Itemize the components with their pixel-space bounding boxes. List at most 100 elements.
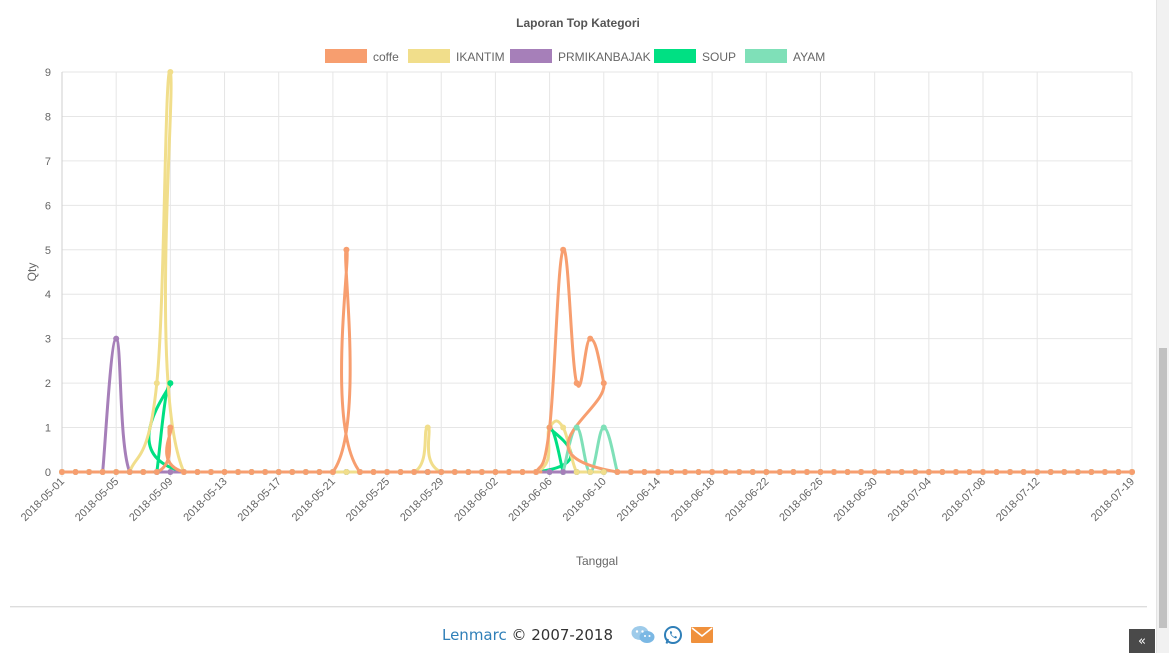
data-point[interactable]: [993, 469, 1000, 475]
data-point[interactable]: [72, 469, 79, 475]
data-point[interactable]: [533, 469, 540, 475]
data-point[interactable]: [952, 469, 959, 475]
data-point[interactable]: [912, 469, 919, 475]
data-point[interactable]: [343, 469, 350, 475]
data-point[interactable]: [356, 469, 363, 475]
data-point[interactable]: [275, 469, 282, 475]
data-point[interactable]: [316, 469, 323, 475]
data-point[interactable]: [763, 469, 770, 475]
data-point[interactable]: [113, 469, 120, 475]
legend-item[interactable]: IKANTIM: [408, 49, 505, 64]
legend-item[interactable]: coffe: [325, 49, 399, 64]
data-point[interactable]: [343, 246, 350, 253]
data-point[interactable]: [153, 380, 160, 387]
data-point[interactable]: [167, 380, 174, 387]
data-point[interactable]: [1047, 469, 1054, 475]
data-point[interactable]: [573, 469, 580, 475]
data-point[interactable]: [451, 469, 458, 475]
data-point[interactable]: [546, 424, 553, 431]
data-point[interactable]: [207, 469, 214, 475]
data-point[interactable]: [59, 469, 65, 475]
data-point[interactable]: [600, 469, 607, 475]
data-point[interactable]: [560, 246, 567, 253]
data-point[interactable]: [641, 469, 648, 475]
data-point[interactable]: [925, 469, 932, 475]
data-point[interactable]: [722, 469, 729, 475]
data-point[interactable]: [749, 469, 756, 475]
data-point[interactable]: [614, 469, 621, 475]
legend-item[interactable]: PRMIKANBAJAK: [510, 49, 651, 64]
data-point[interactable]: [438, 469, 445, 475]
data-point[interactable]: [831, 469, 838, 475]
data-point[interactable]: [600, 424, 607, 431]
data-point[interactable]: [1020, 469, 1027, 475]
data-point[interactable]: [370, 469, 377, 475]
data-point[interactable]: [180, 469, 187, 475]
data-point[interactable]: [966, 469, 973, 475]
data-point[interactable]: [167, 69, 174, 75]
data-point[interactable]: [560, 424, 567, 431]
data-point[interactable]: [939, 469, 946, 475]
data-point[interactable]: [235, 469, 242, 475]
data-point[interactable]: [302, 469, 309, 475]
data-point[interactable]: [221, 469, 228, 475]
data-point[interactable]: [817, 469, 824, 475]
data-point[interactable]: [478, 469, 485, 475]
data-point[interactable]: [153, 469, 160, 475]
data-point[interactable]: [627, 469, 634, 475]
data-point[interactable]: [1074, 469, 1081, 475]
data-point[interactable]: [790, 469, 797, 475]
data-point[interactable]: [519, 469, 526, 475]
scroll-top-button[interactable]: «: [1129, 629, 1155, 653]
data-point[interactable]: [1129, 469, 1135, 475]
data-point[interactable]: [871, 469, 878, 475]
data-point[interactable]: [505, 469, 512, 475]
data-point[interactable]: [885, 469, 892, 475]
data-point[interactable]: [573, 380, 580, 387]
data-point[interactable]: [980, 469, 987, 475]
data-point[interactable]: [99, 469, 106, 475]
data-point[interactable]: [248, 469, 255, 475]
data-point[interactable]: [654, 469, 661, 475]
whatsapp-icon[interactable]: [663, 625, 683, 645]
data-point[interactable]: [898, 469, 905, 475]
data-point[interactable]: [1088, 469, 1095, 475]
data-point[interactable]: [140, 469, 147, 475]
footer-brand[interactable]: Lenmarc: [441, 626, 507, 644]
data-point[interactable]: [573, 424, 580, 431]
data-point[interactable]: [736, 469, 743, 475]
data-point[interactable]: [776, 469, 783, 475]
data-point[interactable]: [709, 469, 716, 475]
data-point[interactable]: [546, 469, 553, 475]
data-point[interactable]: [668, 469, 675, 475]
data-point[interactable]: [1115, 469, 1122, 475]
scrollbar-thumb[interactable]: [1159, 348, 1167, 628]
data-point[interactable]: [465, 469, 472, 475]
data-point[interactable]: [167, 469, 174, 475]
data-point[interactable]: [587, 335, 594, 342]
data-point[interactable]: [424, 469, 431, 475]
data-point[interactable]: [600, 380, 607, 387]
mail-icon[interactable]: [691, 627, 714, 643]
data-point[interactable]: [682, 469, 689, 475]
data-point[interactable]: [858, 469, 865, 475]
data-point[interactable]: [262, 469, 269, 475]
data-point[interactable]: [329, 469, 336, 475]
data-point[interactable]: [424, 424, 431, 431]
data-point[interactable]: [113, 335, 120, 342]
legend-item[interactable]: AYAM: [745, 49, 825, 64]
data-point[interactable]: [560, 469, 567, 475]
data-point[interactable]: [695, 469, 702, 475]
scrollbar[interactable]: [1156, 0, 1169, 653]
data-point[interactable]: [167, 424, 174, 431]
data-point[interactable]: [844, 469, 851, 475]
wechat-icon[interactable]: [631, 625, 655, 645]
data-point[interactable]: [1061, 469, 1068, 475]
data-point[interactable]: [492, 469, 499, 475]
data-point[interactable]: [86, 469, 93, 475]
data-point[interactable]: [1034, 469, 1041, 475]
data-point[interactable]: [1101, 469, 1108, 475]
data-point[interactable]: [126, 469, 133, 475]
legend-item[interactable]: SOUP: [654, 49, 736, 64]
data-point[interactable]: [289, 469, 296, 475]
